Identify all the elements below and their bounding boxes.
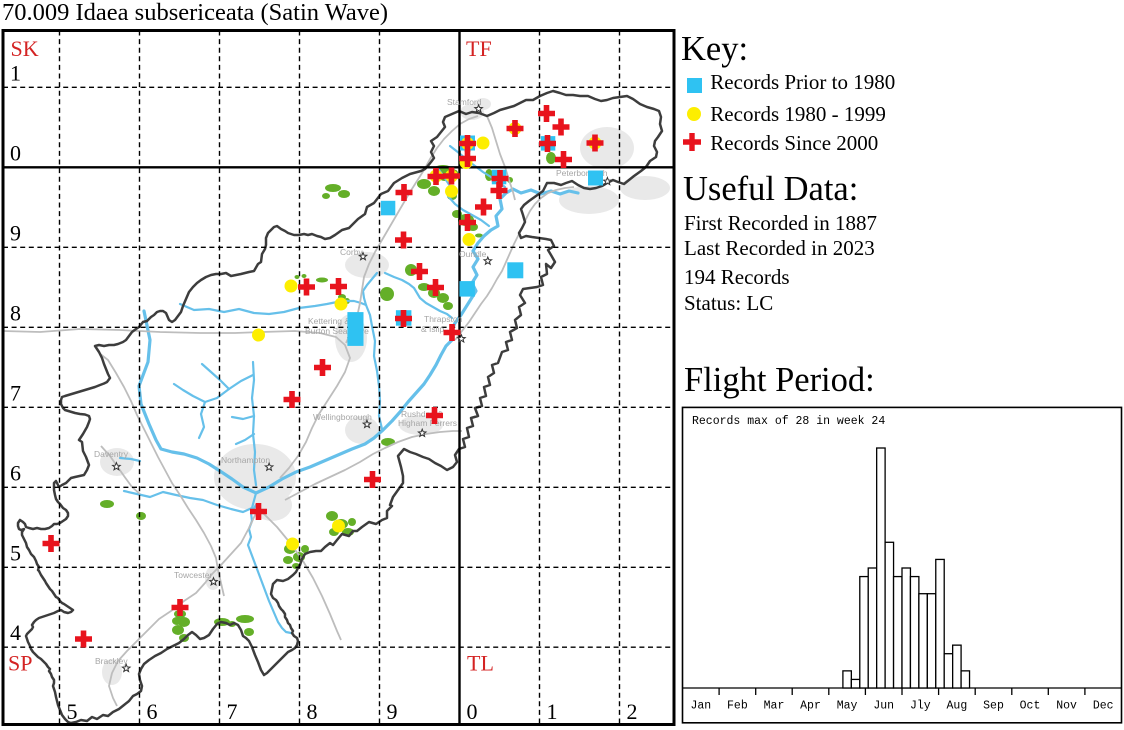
svg-text:0: 0 bbox=[10, 140, 21, 165]
svg-text:5: 5 bbox=[67, 699, 78, 724]
svg-text:Oct: Oct bbox=[1020, 700, 1041, 713]
svg-text:TF: TF bbox=[466, 36, 492, 61]
svg-text:7: 7 bbox=[227, 699, 238, 724]
svg-text:2: 2 bbox=[627, 699, 638, 724]
svg-text:Aug: Aug bbox=[947, 700, 968, 713]
svg-text:Dec: Dec bbox=[1093, 700, 1114, 713]
svg-text:Oundle: Oundle bbox=[459, 249, 487, 259]
svg-text:SK: SK bbox=[11, 36, 39, 61]
svg-text:TL: TL bbox=[467, 651, 494, 676]
svg-text:Kettering &: Kettering & bbox=[308, 316, 350, 326]
svg-text:May: May bbox=[837, 700, 858, 713]
svg-text:1: 1 bbox=[547, 699, 558, 724]
svg-text:Wellingborough: Wellingborough bbox=[313, 412, 372, 422]
svg-text:Rushden &: Rushden & bbox=[401, 409, 443, 419]
svg-text:Daventry: Daventry bbox=[94, 449, 129, 459]
svg-text:8: 8 bbox=[10, 300, 21, 325]
svg-text:Higham Ferrers: Higham Ferrers bbox=[398, 418, 457, 428]
svg-text:Records max of 28 in week 24: Records max of 28 in week 24 bbox=[692, 415, 885, 428]
svg-text:9: 9 bbox=[387, 699, 398, 724]
svg-text:Burton Seagrave: Burton Seagrave bbox=[305, 326, 369, 336]
svg-text:Stamford: Stamford bbox=[447, 97, 482, 107]
svg-text:Jun: Jun bbox=[873, 700, 894, 713]
svg-text:Northampton: Northampton bbox=[221, 455, 270, 465]
svg-text:1: 1 bbox=[10, 60, 21, 85]
svg-text:8: 8 bbox=[307, 699, 318, 724]
svg-text:Brackley: Brackley bbox=[95, 656, 128, 666]
svg-text:Jan: Jan bbox=[690, 700, 711, 713]
svg-text:6: 6 bbox=[147, 699, 158, 724]
svg-text:Thrapston: Thrapston bbox=[424, 314, 463, 324]
svg-text:Feb: Feb bbox=[727, 700, 748, 713]
svg-text:4: 4 bbox=[10, 620, 21, 645]
svg-text:Towcester: Towcester bbox=[174, 570, 212, 580]
svg-text:0: 0 bbox=[467, 699, 478, 724]
svg-text:Corby: Corby bbox=[340, 247, 363, 257]
svg-text:7: 7 bbox=[10, 380, 21, 405]
svg-text:6: 6 bbox=[10, 460, 21, 485]
svg-text:Peterborough: Peterborough bbox=[556, 168, 608, 178]
svg-text:5: 5 bbox=[10, 540, 21, 565]
svg-text:Sep: Sep bbox=[983, 700, 1004, 713]
svg-text:9: 9 bbox=[10, 220, 21, 245]
svg-text:Mar: Mar bbox=[764, 700, 785, 713]
svg-text:SP: SP bbox=[8, 651, 32, 676]
svg-text:Jly: Jly bbox=[910, 700, 931, 713]
svg-text:Nov: Nov bbox=[1056, 700, 1077, 713]
svg-text:& Islip: & Islip bbox=[421, 324, 444, 334]
svg-text:Apr: Apr bbox=[800, 700, 821, 713]
